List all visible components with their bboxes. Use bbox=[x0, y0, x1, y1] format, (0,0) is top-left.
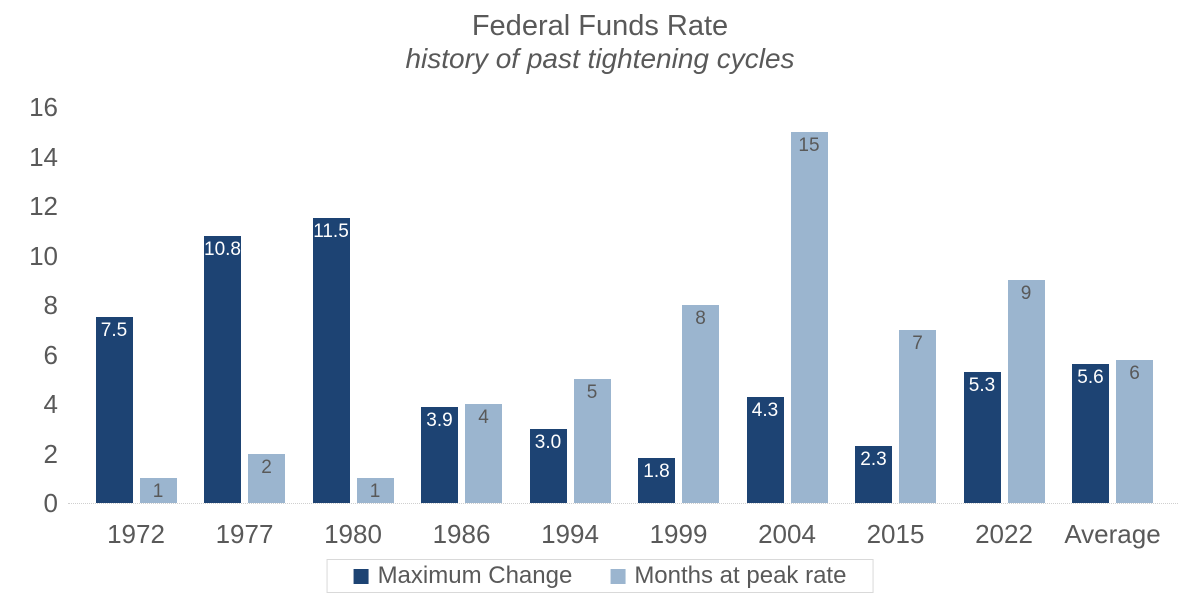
x-axis-baseline bbox=[68, 503, 1178, 504]
x-axis-tick-label: 2022 bbox=[975, 519, 1033, 549]
y-axis-tick-label: 12 bbox=[29, 191, 58, 221]
x-axis-tick-label: 1980 bbox=[324, 519, 382, 549]
y-axis-tick-label: 4 bbox=[43, 389, 58, 419]
y-axis-tick-label: 8 bbox=[43, 290, 58, 320]
bar-value-label: 5.6 bbox=[1077, 367, 1104, 389]
bar-months-at-peak-rate-1977: 2 bbox=[248, 453, 285, 503]
legend-item-maximum-change: Maximum Change bbox=[353, 562, 573, 589]
x-axis-tick-label: 1986 bbox=[432, 519, 491, 549]
bar-value-label: 7 bbox=[912, 332, 923, 354]
bar-value-label: 5 bbox=[586, 382, 598, 404]
bar-value-label: 11.5 bbox=[313, 221, 349, 243]
legend-swatch-icon bbox=[610, 568, 626, 584]
x-axis-tick-label: 2004 bbox=[758, 519, 816, 549]
legend-item-months-at-peak-rate: Months at peak rate bbox=[610, 563, 846, 589]
bar-value-label: 1 bbox=[152, 481, 164, 503]
y-axis-tick-label: 10 bbox=[29, 240, 58, 271]
y-axis-tick-label: 16 bbox=[29, 92, 58, 122]
bar-months-at-peak-rate-1980: 1 bbox=[356, 478, 394, 503]
bar-value-label: 2.3 bbox=[860, 449, 887, 471]
legend-label: Months at peak rate bbox=[634, 562, 847, 589]
x-axis-tick-label: 1999 bbox=[649, 519, 708, 549]
bar-months-at-peak-rate-1972: 1 bbox=[139, 478, 177, 503]
x-axis-tick-label: 1994 bbox=[541, 519, 599, 549]
bar-value-label: 1 bbox=[369, 481, 381, 503]
bar-months-at-peak-rate-1986: 4 bbox=[465, 404, 502, 503]
y-axis-tick-label: 2 bbox=[43, 438, 58, 469]
bar-value-label: 10.8 bbox=[204, 238, 241, 260]
y-axis-tick-label: 14 bbox=[29, 141, 58, 172]
legend-swatch-icon bbox=[353, 568, 369, 584]
bar-months-at-peak-rate-2022: 9 bbox=[1007, 280, 1045, 503]
bar-maximum-change-1986: 3.9 bbox=[421, 406, 458, 503]
bar-months-at-peak-rate-1999: 8 bbox=[682, 305, 719, 503]
y-axis-tick-label: 0 bbox=[43, 488, 58, 518]
bar-maximum-change-2015: 2.3 bbox=[855, 446, 892, 503]
legend: Maximum Change Months at peak rate bbox=[326, 559, 874, 593]
bar-value-label: 4.3 bbox=[751, 399, 779, 421]
legend-label: Maximum Change bbox=[377, 562, 573, 589]
bar-months-at-peak-rate-2004: 15 bbox=[790, 131, 828, 503]
bar-maximum-change-2004: 4.3 bbox=[746, 396, 784, 503]
bar-value-label: 3.9 bbox=[426, 409, 453, 431]
bar-value-label: 6 bbox=[1129, 362, 1140, 384]
bar-maximum-change-2022: 5.3 bbox=[963, 371, 1001, 503]
bar-value-label: 8 bbox=[695, 308, 706, 329]
y-axis-tick-label: 6 bbox=[43, 339, 58, 370]
bar-months-at-peak-rate-average: 6 bbox=[1116, 359, 1153, 503]
x-axis-tick-label: 2015 bbox=[866, 519, 925, 549]
chart-subtitle: history of past tightening cycles bbox=[405, 43, 795, 74]
bar-maximum-change-1999: 1.8 bbox=[638, 458, 675, 503]
bar-maximum-change-1994: 3.0 bbox=[529, 428, 567, 503]
bar-value-label: 9 bbox=[1020, 283, 1032, 305]
bar-value-label: 3.0 bbox=[534, 431, 562, 453]
bar-value-label: 15 bbox=[798, 134, 820, 156]
x-axis-tick-label: 1977 bbox=[215, 519, 274, 549]
chart-title: Federal Funds Rate bbox=[471, 10, 729, 42]
x-axis-tick-label: Average bbox=[1064, 519, 1161, 549]
bar-maximum-change-average: 5.6 bbox=[1072, 364, 1109, 503]
bar-value-label: 1.8 bbox=[643, 461, 670, 483]
bar-maximum-change-1972: 7.5 bbox=[95, 317, 133, 503]
bar-months-at-peak-rate-2015: 7 bbox=[899, 329, 936, 503]
bar-maximum-change-1980: 11.5 bbox=[312, 218, 350, 503]
bar-value-label: 7.5 bbox=[100, 320, 128, 342]
bar-value-label: 2 bbox=[261, 456, 272, 478]
bar-value-label: 4 bbox=[478, 407, 489, 428]
bar-months-at-peak-rate-1994: 5 bbox=[573, 379, 611, 503]
bar-maximum-change-1977: 10.8 bbox=[204, 235, 241, 503]
bar-value-label: 5.3 bbox=[968, 374, 996, 396]
x-axis-tick-label: 1972 bbox=[107, 519, 165, 549]
